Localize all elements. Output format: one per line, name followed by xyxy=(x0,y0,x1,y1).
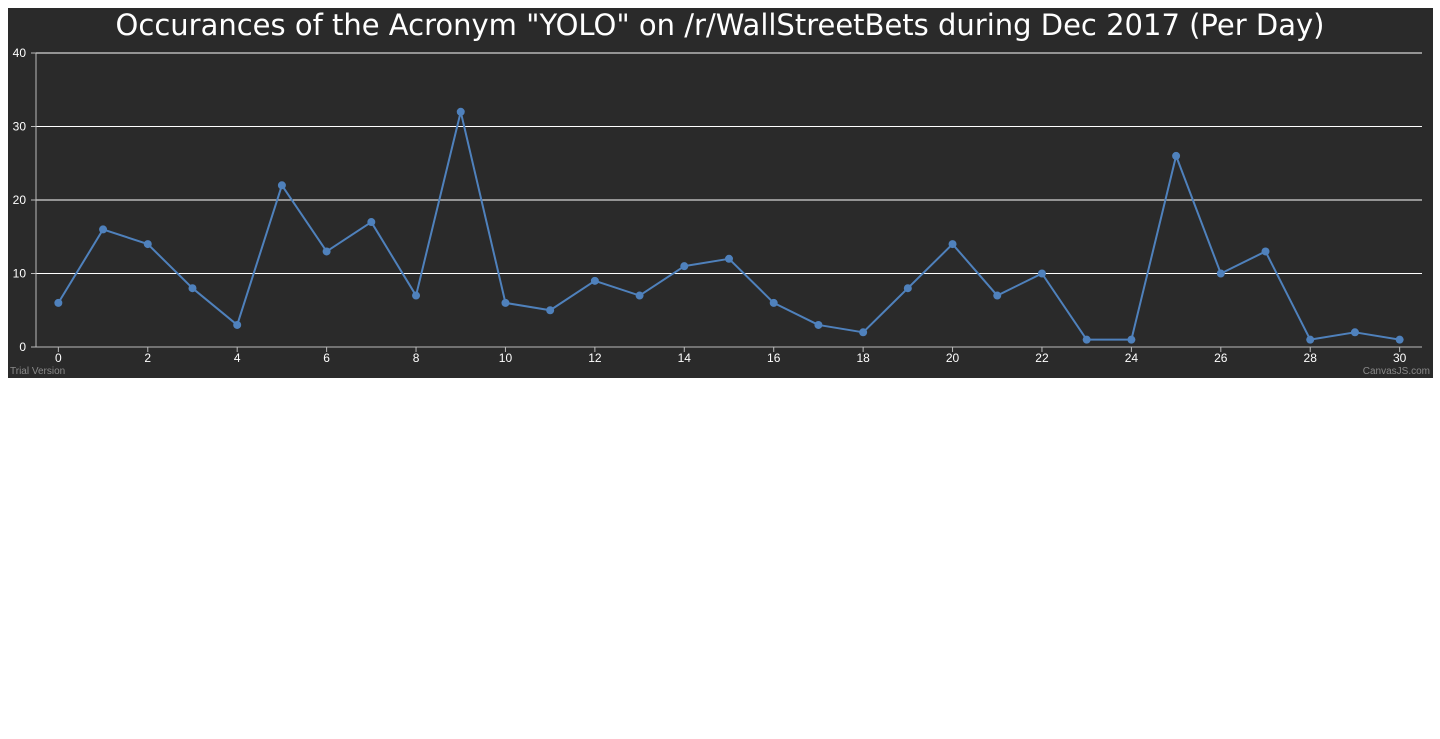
y-tick-label: 0 xyxy=(19,340,26,354)
data-point-day-12[interactable] xyxy=(590,276,599,285)
data-point-day-13[interactable] xyxy=(635,291,644,300)
x-tick-label: 26 xyxy=(1214,351,1228,365)
x-tick-label: 8 xyxy=(413,351,420,365)
data-point-day-10[interactable] xyxy=(501,298,510,307)
data-point-day-6[interactable] xyxy=(322,247,331,256)
data-point-day-11[interactable] xyxy=(546,306,555,315)
series-yolo-count xyxy=(54,107,1404,344)
data-point-day-15[interactable] xyxy=(725,254,733,263)
data-point-day-23[interactable] xyxy=(1082,335,1091,344)
y-tick-label: 30 xyxy=(13,120,27,134)
x-tick-label: 16 xyxy=(767,351,781,365)
data-point-day-22[interactable] xyxy=(1037,269,1046,278)
data-point-day-2[interactable] xyxy=(143,240,152,249)
data-point-day-27[interactable] xyxy=(1261,247,1270,256)
data-point-day-9[interactable] xyxy=(456,107,465,116)
x-tick-label: 30 xyxy=(1393,351,1407,365)
x-tick-label: 10 xyxy=(499,351,513,365)
x-tick-label: 4 xyxy=(234,351,241,365)
y-tick-label: 20 xyxy=(13,193,27,207)
data-point-day-3[interactable] xyxy=(188,284,197,293)
data-point-day-20[interactable] xyxy=(948,240,957,249)
data-point-day-16[interactable] xyxy=(769,298,778,307)
x-tick-label: 6 xyxy=(323,351,330,365)
chart-title: Occurances of the Acronym "YOLO" on /r/W… xyxy=(116,8,1325,42)
x-tick-label: 12 xyxy=(588,351,602,365)
data-point-day-7[interactable] xyxy=(367,218,376,227)
data-point-day-5[interactable] xyxy=(277,181,286,190)
data-point-day-8[interactable] xyxy=(412,291,421,300)
series-line xyxy=(57,110,1400,341)
data-point-day-30[interactable] xyxy=(1395,335,1404,344)
data-point-day-26[interactable] xyxy=(1216,269,1225,278)
axes xyxy=(31,52,1422,352)
data-point-day-17[interactable] xyxy=(814,320,823,329)
x-tick-label: 2 xyxy=(144,351,151,365)
x-tick-label: 20 xyxy=(946,351,960,365)
y-tick-label: 10 xyxy=(13,267,27,281)
chart-container: Occurances of the Acronym "YOLO" on /r/W… xyxy=(8,8,1433,378)
data-point-day-4[interactable] xyxy=(233,320,242,329)
x-tick-label: 28 xyxy=(1304,351,1318,365)
x-tick-label: 24 xyxy=(1125,351,1139,365)
line-chart: Occurances of the Acronym "YOLO" on /r/W… xyxy=(10,8,1430,377)
data-point-day-0[interactable] xyxy=(54,298,63,307)
x-tick-label: 18 xyxy=(856,351,870,365)
x-tick-label: 14 xyxy=(678,351,692,365)
data-point-day-19[interactable] xyxy=(903,284,912,293)
data-point-day-18[interactable] xyxy=(859,328,868,337)
x-tick-label: 22 xyxy=(1035,351,1049,365)
x-axis-tick-labels: 0 2 4 6 8 10 12 14 16 18 20 22 24 26 28 30 xyxy=(55,351,1407,365)
data-point-day-25[interactable] xyxy=(1172,151,1181,160)
canvasjs-credit-link[interactable]: CanvasJS.com xyxy=(1363,366,1430,377)
data-point-day-14[interactable] xyxy=(680,262,689,271)
trial-version-text: Trial Version xyxy=(10,366,65,377)
data-point-day-24[interactable] xyxy=(1127,335,1136,344)
data-point-day-21[interactable] xyxy=(993,291,1002,300)
y-axis-tick-labels: 0 10 20 30 40 xyxy=(13,46,27,354)
data-point-day-29[interactable] xyxy=(1350,328,1359,337)
grid-lines xyxy=(36,52,1422,274)
data-point-day-1[interactable] xyxy=(99,225,108,234)
y-tick-label: 40 xyxy=(13,46,27,60)
x-tick-label: 0 xyxy=(55,351,62,365)
data-point-day-28[interactable] xyxy=(1306,335,1315,344)
